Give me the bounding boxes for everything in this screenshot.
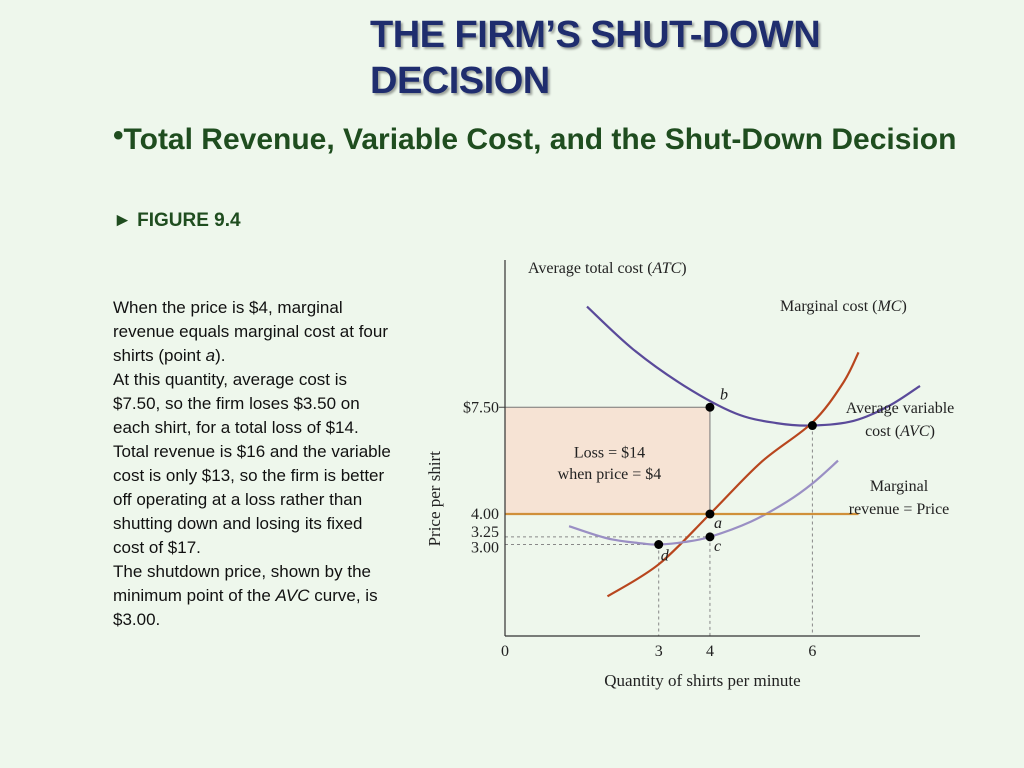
point-atc-min: [807, 421, 817, 431]
x-tick-label: 3: [655, 643, 663, 660]
point-label-d: d: [661, 548, 670, 565]
figure-caption: When the price is $4, marginal revenue e…: [113, 296, 398, 632]
avc-curve: [568, 459, 839, 546]
point-a: [705, 509, 715, 519]
subtitle-text: Total Revenue, Variable Cost, and the Sh…: [123, 123, 957, 156]
point-label-a: a: [714, 515, 722, 532]
figure-reference: ► FIGURE 9.4: [113, 210, 241, 231]
x-axis-label: Quantity of shirts per minute: [604, 671, 800, 690]
mc-label: Marginal cost (MC): [780, 298, 907, 315]
slide-title: THE FIRM’S SHUT-DOWN DECISION: [370, 14, 821, 102]
axes: [504, 260, 920, 637]
caption-paragraph-2: At this quantity, average cost is $7.50,…: [113, 370, 391, 557]
section-subtitle: •Total Revenue, Variable Cost, and the S…: [113, 116, 963, 160]
point-c: [705, 532, 715, 542]
point-d: [654, 540, 664, 549]
y-axis-label: Price per shirt: [425, 451, 444, 547]
loss-label: when price = $4: [558, 466, 662, 483]
y-tick-label: 4.00: [471, 506, 499, 523]
caption-italic: AVC: [275, 586, 310, 605]
point-b: [705, 402, 715, 412]
loss-rectangle: [504, 406, 711, 515]
caption-text: When the price is $4, marginal revenue e…: [113, 298, 388, 365]
atc-label: Average total cost (ATC): [528, 260, 687, 277]
caption-paragraph-1: When the price is $4, marginal revenue e…: [113, 296, 398, 368]
atc-curve: [586, 305, 921, 427]
point-label-c: c: [714, 538, 721, 555]
caption-italic: a: [205, 346, 216, 365]
curves: [505, 305, 921, 598]
y-tick-label: 3.25: [471, 524, 499, 541]
y-tick-label: $7.50: [463, 399, 499, 416]
caption-text: ).: [215, 346, 226, 365]
bullet-icon: •: [113, 119, 124, 152]
x-tick-label: 0: [501, 643, 509, 660]
points: [654, 402, 817, 549]
loss-label: Loss = $14: [574, 445, 645, 462]
point-label-b: b: [720, 386, 728, 403]
caption-text: curve, is $3.00.: [113, 586, 378, 629]
mr-label: Marginal: [870, 478, 929, 495]
guide-lines: [499, 406, 813, 636]
caption-paragraph-3: The shutdown price, shown by the minimum…: [113, 560, 398, 632]
x-tick-label: 4: [706, 643, 714, 660]
avc-label: Average variable: [846, 400, 955, 417]
mr-label: revenue = Price: [849, 501, 950, 518]
loss-area: [504, 406, 711, 515]
mc-curve: [606, 351, 860, 598]
avc-label: cost (AVC): [865, 423, 935, 440]
y-tick-label: 3.00: [471, 540, 499, 557]
caption-text: The shutdown price, shown by the minimum…: [113, 562, 371, 605]
x-tick-label: 6: [808, 643, 816, 660]
